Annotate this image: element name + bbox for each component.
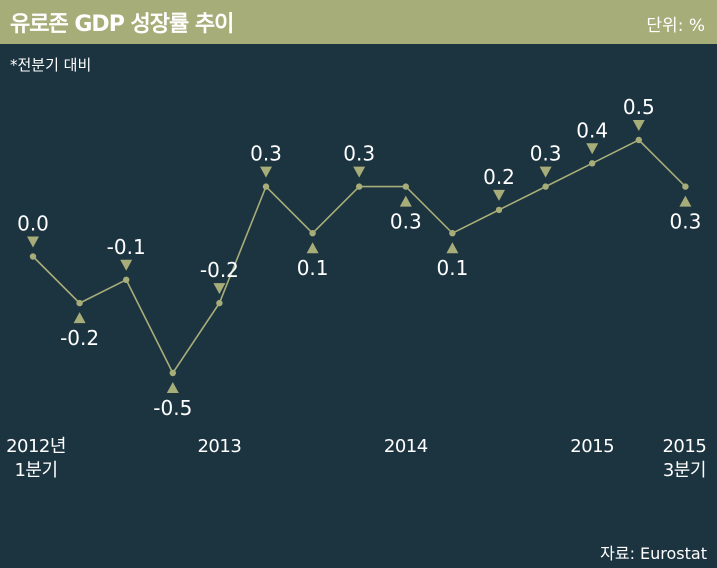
down-triangle-icon — [27, 236, 39, 248]
data-point — [542, 183, 549, 190]
value-label: -0.1 — [107, 235, 146, 259]
up-triangle-icon — [73, 312, 86, 324]
value-label: 0.4 — [576, 118, 608, 142]
x-tick-label: 2015 3분기 — [662, 436, 706, 481]
chart-title: 유로존 GDP 성장률 추이 — [10, 12, 234, 37]
data-point — [589, 160, 596, 167]
data-point — [356, 183, 363, 190]
data-point — [402, 183, 409, 190]
data-point — [449, 230, 456, 237]
source-label: 자료: Eurostat — [600, 544, 707, 563]
data-point — [309, 230, 316, 237]
up-triangle-icon — [446, 242, 459, 254]
data-point — [682, 183, 689, 190]
value-label: 0.5 — [623, 95, 655, 119]
down-triangle-icon — [586, 143, 599, 155]
value-label: 0.3 — [390, 210, 422, 234]
down-triangle-icon — [353, 166, 366, 178]
x-tick-label: 2015 — [570, 436, 614, 457]
down-triangle-icon — [632, 120, 645, 131]
data-point — [635, 136, 642, 144]
down-triangle-icon — [213, 283, 226, 295]
value-label: 0.1 — [297, 256, 329, 280]
value-label: 0.3 — [343, 142, 375, 166]
down-triangle-icon — [539, 166, 552, 178]
value-label: 0.3 — [669, 210, 701, 234]
x-tick-label: 2014 — [384, 436, 428, 457]
down-triangle-icon — [493, 189, 505, 201]
unit-label: 단위: % — [646, 16, 705, 36]
value-label: -0.5 — [153, 396, 192, 420]
data-point — [29, 253, 37, 260]
value-label: 0.3 — [250, 142, 282, 166]
data-point — [262, 183, 270, 190]
down-triangle-icon — [260, 166, 272, 178]
up-triangle-icon — [306, 242, 319, 254]
title-bar: 유로존 GDP 성장률 추이 단위: % — [0, 0, 717, 44]
data-point — [216, 299, 223, 307]
up-triangle-icon — [399, 195, 412, 207]
data-point — [495, 206, 503, 214]
x-tick-label: 2012년 1분기 — [6, 436, 66, 481]
comparison-note: *전분기 대비 — [10, 56, 92, 74]
x-tick-label: 2013 — [197, 436, 241, 457]
value-label: -0.2 — [200, 258, 239, 282]
data-point — [169, 369, 176, 377]
data-point — [76, 299, 83, 307]
value-label: 0.0 — [17, 212, 49, 236]
value-label: 0.2 — [483, 165, 515, 189]
up-triangle-icon — [166, 382, 179, 393]
value-label: -0.2 — [60, 326, 99, 350]
data-point — [123, 276, 130, 283]
down-triangle-icon — [120, 259, 133, 271]
up-triangle-icon — [679, 195, 692, 207]
value-label: 0.1 — [436, 256, 468, 280]
value-label: 0.3 — [530, 142, 562, 166]
